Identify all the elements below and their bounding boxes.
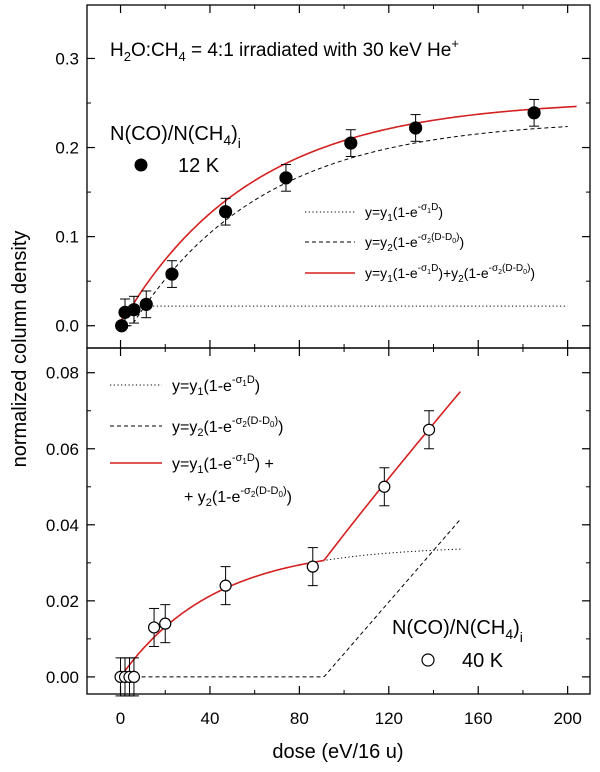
- top-legend-fit-label: y=y1(1-e-σ1D)+y2(1-e-σ2(D-D0)): [365, 263, 535, 285]
- x-tick-label: 200: [553, 709, 581, 728]
- top-data-point: [165, 267, 179, 281]
- x-tick-label: 160: [464, 709, 492, 728]
- bottom-y-tick-label: 0.00: [46, 668, 79, 687]
- bottom-data-point: [127, 670, 141, 683]
- bottom-series-label: N(CO)/N(CH4)i: [392, 617, 523, 645]
- bottom-data-points: [114, 410, 436, 697]
- top-y-tick-label: 0.3: [55, 49, 79, 68]
- bottom-total-fit-curve: [119, 391, 461, 678]
- top-data-point: [409, 121, 423, 135]
- top-y-axis-ticks: 0.0 0.1 0.2 0.3: [55, 49, 590, 336]
- y-axis-title: normalized column density: [9, 231, 31, 468]
- x-tick-label: 0: [116, 709, 125, 728]
- top-legend-dashed-label: y=y2(1-e-σ2(D-D0)): [365, 232, 464, 254]
- bottom-plot-frame: [86, 347, 591, 695]
- top-series-label: N(CO)/N(CH4)i: [110, 123, 241, 151]
- bottom-legend-dotted-label: y=y1(1-e-σ1D): [172, 374, 260, 398]
- top-marker-label: 12 K: [178, 155, 220, 177]
- top-y-tick-label: 0.1: [55, 228, 79, 247]
- x-tick-label: 40: [200, 709, 219, 728]
- x-tick-label: 80: [290, 709, 309, 728]
- bottom-legend-dashed-label: y=y2(1-e-σ2(D-D0)): [172, 415, 284, 439]
- bottom-data-point: [306, 560, 319, 573]
- top-y-tick-label: 0.2: [55, 139, 79, 158]
- top-legend-dotted-label: y=y1(1-e-σ1D): [365, 202, 443, 224]
- bottom-y-tick-label: 0.08: [46, 364, 79, 383]
- top-chart-title: H2O:CH4 = 4:1 irradiated with 30 keV He+: [110, 36, 459, 64]
- top-dashed-fit-curve: [120, 126, 568, 327]
- bottom-y-tick-label: 0.04: [46, 516, 79, 535]
- x-tick-label: 120: [375, 709, 403, 728]
- bottom-data-point: [159, 617, 172, 630]
- top-data-points: [115, 98, 541, 333]
- top-marker-swatch: [134, 158, 148, 172]
- bottom-marker-label: 40 K: [462, 650, 504, 672]
- bottom-legend: y=y1(1-e-σ1D) y=y2(1-e-σ2(D-D0)) y=y1(1-…: [110, 374, 292, 509]
- bottom-y-axis-ticks: 0.00 0.02 0.04 0.06 0.08: [46, 364, 590, 687]
- bottom-data-point: [219, 579, 232, 592]
- top-data-point: [527, 106, 541, 120]
- bottom-y-tick-label: 0.02: [46, 592, 79, 611]
- bottom-legend-fit-label-line1: y=y1(1-e-σ1D) +: [172, 452, 274, 476]
- bottom-marker-swatch: [421, 653, 435, 667]
- bottom-legend-fit-label-line2: + y2(1-e-σ2(D-D0)): [184, 485, 292, 509]
- bottom-data-point: [378, 480, 391, 493]
- top-data-point: [344, 136, 358, 150]
- top-data-point: [279, 171, 293, 185]
- top-y-tick-label: 0.0: [55, 317, 79, 336]
- bottom-data-point: [422, 423, 436, 436]
- top-dotted-fit-curve: [120, 305, 568, 326]
- bottom-y-tick-label: 0.06: [46, 440, 79, 459]
- top-data-point: [139, 297, 153, 311]
- top-data-point: [219, 205, 233, 219]
- bottom-data-point: [147, 621, 161, 634]
- bottom-fit-curves: [119, 391, 461, 678]
- bottom-dotted-fit-curve: [120, 548, 461, 678]
- top-data-point: [127, 303, 141, 317]
- bottom-dashed-fit-curve: [120, 519, 461, 678]
- top-legend: y=y1(1-e-σ1D) y=y2(1-e-σ2(D-D0)) y=y1(1-…: [305, 202, 535, 285]
- x-axis-ticks: 0 40 80 120 160 200: [116, 5, 582, 728]
- x-axis-title: dose (eV/16 u): [272, 741, 403, 763]
